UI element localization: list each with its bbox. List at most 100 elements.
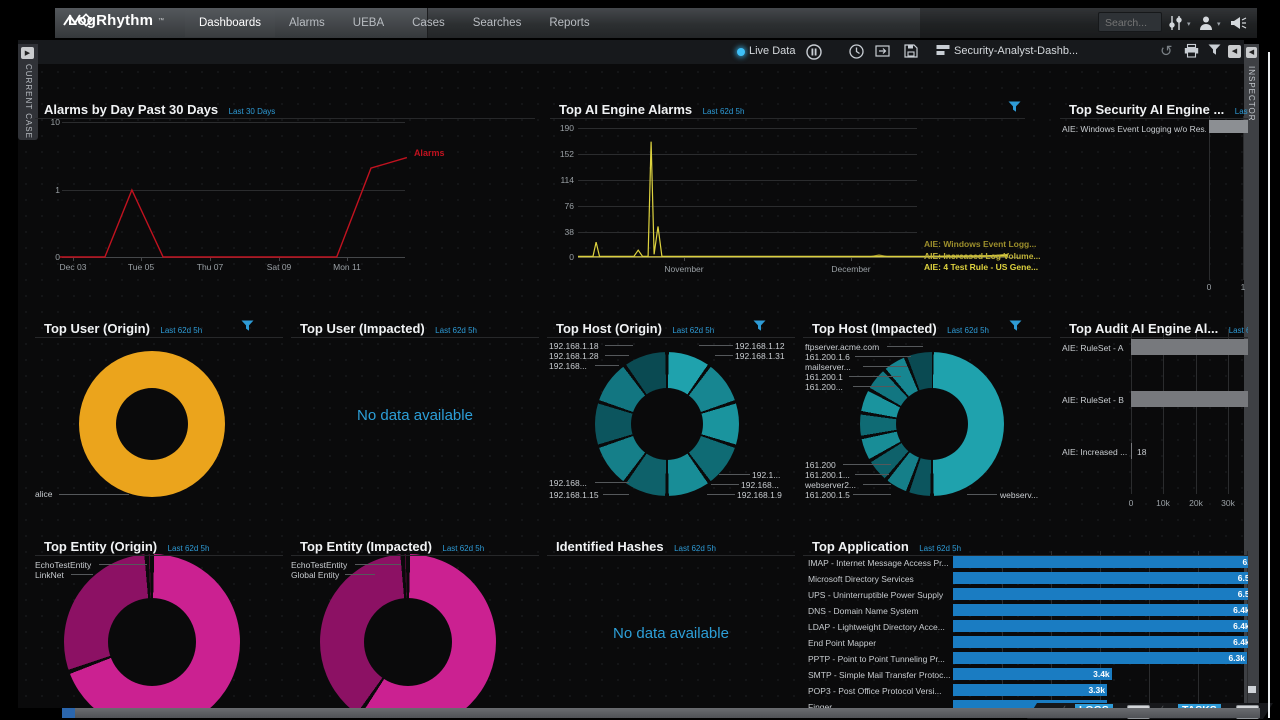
panel-top-ai-engine-alarms: Top AI Engine Alarms Last 62d 5h 190 152 1… (550, 96, 1041, 296)
inspector-arrow-icon[interactable]: ◀ (1246, 47, 1257, 58)
panel-top-user-origin: Top User (Origin) Last 62d 5h alice (35, 315, 283, 515)
tick: 1 (1240, 282, 1246, 292)
legend-row: AIE: Windows Event Logg... (924, 239, 1037, 249)
top-host-impacted-chart: ftpserver.acme.com 161.200.1.6 mailserver.… (803, 315, 1051, 515)
dashboard-selector[interactable]: Security-Analyst-Dashb... (954, 45, 1079, 57)
tab-reports[interactable]: Reports (549, 17, 590, 29)
panel-subtitle: Last 62d 5h (160, 326, 203, 335)
ylab: 76 (564, 201, 574, 211)
tab-ueba[interactable]: UEBA (352, 17, 385, 29)
window-edge (1268, 52, 1270, 718)
collapse-icon[interactable]: ◀ (1228, 45, 1241, 58)
top-security-ai-engine-chart: AIE: Windows Event Logging w/o Res... 0 1 (1060, 96, 1248, 301)
tick: 20k (1189, 498, 1203, 508)
panel-title: Alarms by Day Past 30 Days (44, 102, 219, 117)
hbar-val: 6.4k (1233, 637, 1248, 647)
tab-alarms[interactable]: Alarms (289, 17, 325, 29)
identified-hashes-chart: No data available (613, 625, 729, 642)
hbar-label: AIE: RuleSet - A (1062, 343, 1124, 353)
panel-subtitle: Last 62d 5h (674, 544, 716, 553)
top-audit-ai-engine-chart: AIE: RuleSet - A AIE: RuleSet - B AIE: Inc… (1060, 315, 1248, 515)
hbar-val: 3.3k (1088, 685, 1105, 695)
panel-subtitle: Last 30 Days (228, 107, 276, 116)
ylab: 114 (560, 175, 574, 185)
hbar-label: AIE: Increased ... (1062, 447, 1128, 457)
inspector-bottom-handle[interactable] (1247, 686, 1256, 693)
top-entity-origin-chart: EchoTestEntity LinkNet (35, 533, 283, 708)
top-host-origin-chart: 192.168.1.12 192.168.1.31 192.1... 192.168.… (547, 315, 795, 515)
xlab: November (664, 264, 704, 274)
live-data-label: Live Data (749, 45, 796, 57)
donut-label: alice (35, 489, 53, 499)
donut-label: 192.168.1.9 (737, 490, 782, 500)
hbar-val: 6.5k (1237, 589, 1248, 599)
sliders-caret-icon[interactable]: ▾ (1187, 21, 1191, 28)
hbar-label: End Point Mapper (808, 638, 877, 648)
donut-label: 192.1... (752, 470, 781, 480)
donut-label: 192.168.1.15 (549, 490, 599, 500)
panel-subtitle: Last 62d 5h (167, 544, 210, 553)
top-user-origin-chart: alice (35, 315, 283, 515)
logo-text: LogRhythm (68, 12, 154, 29)
hbar-val: 6.4k (1233, 621, 1248, 631)
panel-top-host-impacted: Top Host (Impacted) Last 62d 5h ftpserve… (803, 315, 1051, 515)
hbar-val-plain: 18 (1137, 447, 1147, 457)
hbar-val: 6.4k (1233, 605, 1248, 615)
panel-title: Top Entity (Impacted) (300, 539, 432, 554)
panel-top-audit-ai-engine: Top Audit AI Engine Al... Last 62d 5h AI… (1060, 315, 1248, 515)
search-box[interactable] (1098, 12, 1173, 32)
donut-label: 161.200 (805, 460, 836, 470)
current-case-label: CURRENT CASE (24, 64, 33, 139)
donut-label: EchoTestEntity (35, 560, 92, 570)
ylab: 0 (55, 252, 60, 262)
donut-label: Global Entity (291, 570, 340, 580)
hbar-label: AIE: Windows Event Logging w/o Res... (1062, 124, 1206, 134)
donut-label: ftpserver.acme.com (805, 342, 880, 352)
bottom-scrollbar[interactable] (62, 708, 1260, 718)
tick: 0 (1128, 498, 1134, 508)
bottom-scrollbar-handle[interactable] (62, 708, 75, 718)
current-case-play-icon[interactable]: ▶ (21, 47, 34, 59)
hbar-label: AIE: RuleSet - B (1062, 395, 1124, 405)
inspector-label: INSPECTOR (1247, 66, 1256, 122)
xlab: Dec 03 (59, 262, 87, 272)
panel-title: Top User (Origin) (44, 321, 150, 336)
search-input[interactable] (1099, 14, 1173, 32)
ylab: 152 (559, 149, 574, 159)
tab-cases[interactable]: Cases (412, 17, 445, 29)
user-caret-icon[interactable]: ▾ (1217, 21, 1221, 28)
panel-title: Top AI Engine Alarms (559, 102, 693, 117)
panel-title: Top Application (812, 539, 909, 554)
hbar-label: SMTP - Simple Mail Transfer Protoc... (808, 670, 950, 680)
donut-label: EchoTestEntity (291, 560, 348, 570)
panel-subtitle: Last 62d 5h (947, 326, 989, 335)
ylab: 190 (559, 123, 574, 133)
donut-label: 192.168... (741, 480, 779, 490)
donut-label: mailserver... (805, 362, 851, 372)
donut-label: webserver2... (805, 480, 857, 490)
live-data-indicator (737, 48, 745, 56)
hbar-val: 6.6k (1242, 557, 1248, 567)
tab-searches[interactable]: Searches (472, 17, 522, 29)
dashboard-toolbar: Live Data (18, 40, 1244, 64)
hbar-label: POP3 - Post Office Protocol Versi... (808, 686, 942, 696)
donut-label: 192.168.1.12 (735, 341, 785, 351)
donut-label: 192.168.1.31 (735, 351, 785, 361)
inspector-tab[interactable]: ◀ INSPECTOR (1244, 44, 1259, 708)
top-ai-engine-alarms-chart: 190 152 114 76 38 0 November December AIE: Windo… (550, 96, 1041, 296)
panel-top-entity-impacted: Top Entity (Impacted) Last 62d 5h EchoTe… (291, 533, 539, 708)
legend-row: AIE: 4 Test Rule - US Gene... (924, 262, 1039, 272)
hbar-label: UPS - Uninterruptible Power Supply (808, 590, 944, 600)
hbar-label: LDAP - Lightweight Directory Acce... (808, 622, 945, 632)
hbar-label: Finger (808, 702, 833, 708)
panel-subtitle: Last 62d 5h (1228, 326, 1248, 335)
undo-icon[interactable]: ↺ (1160, 43, 1173, 60)
tab-dashboards[interactable]: Dashboards (185, 9, 276, 37)
ylab: 1 (55, 185, 60, 195)
alarms-by-day-chart: 10 1 0 Dec 03 Tue 05 Thu 07 Sat 09 Mon 11 Alarms (35, 96, 535, 296)
panel-title: Top Security AI Engine ... (1069, 102, 1225, 117)
current-case-tab[interactable]: ▶ CURRENT CASE (18, 44, 38, 140)
xlab: Sat 09 (266, 262, 292, 272)
panel-subtitle: Last 62d 5h (919, 544, 962, 553)
